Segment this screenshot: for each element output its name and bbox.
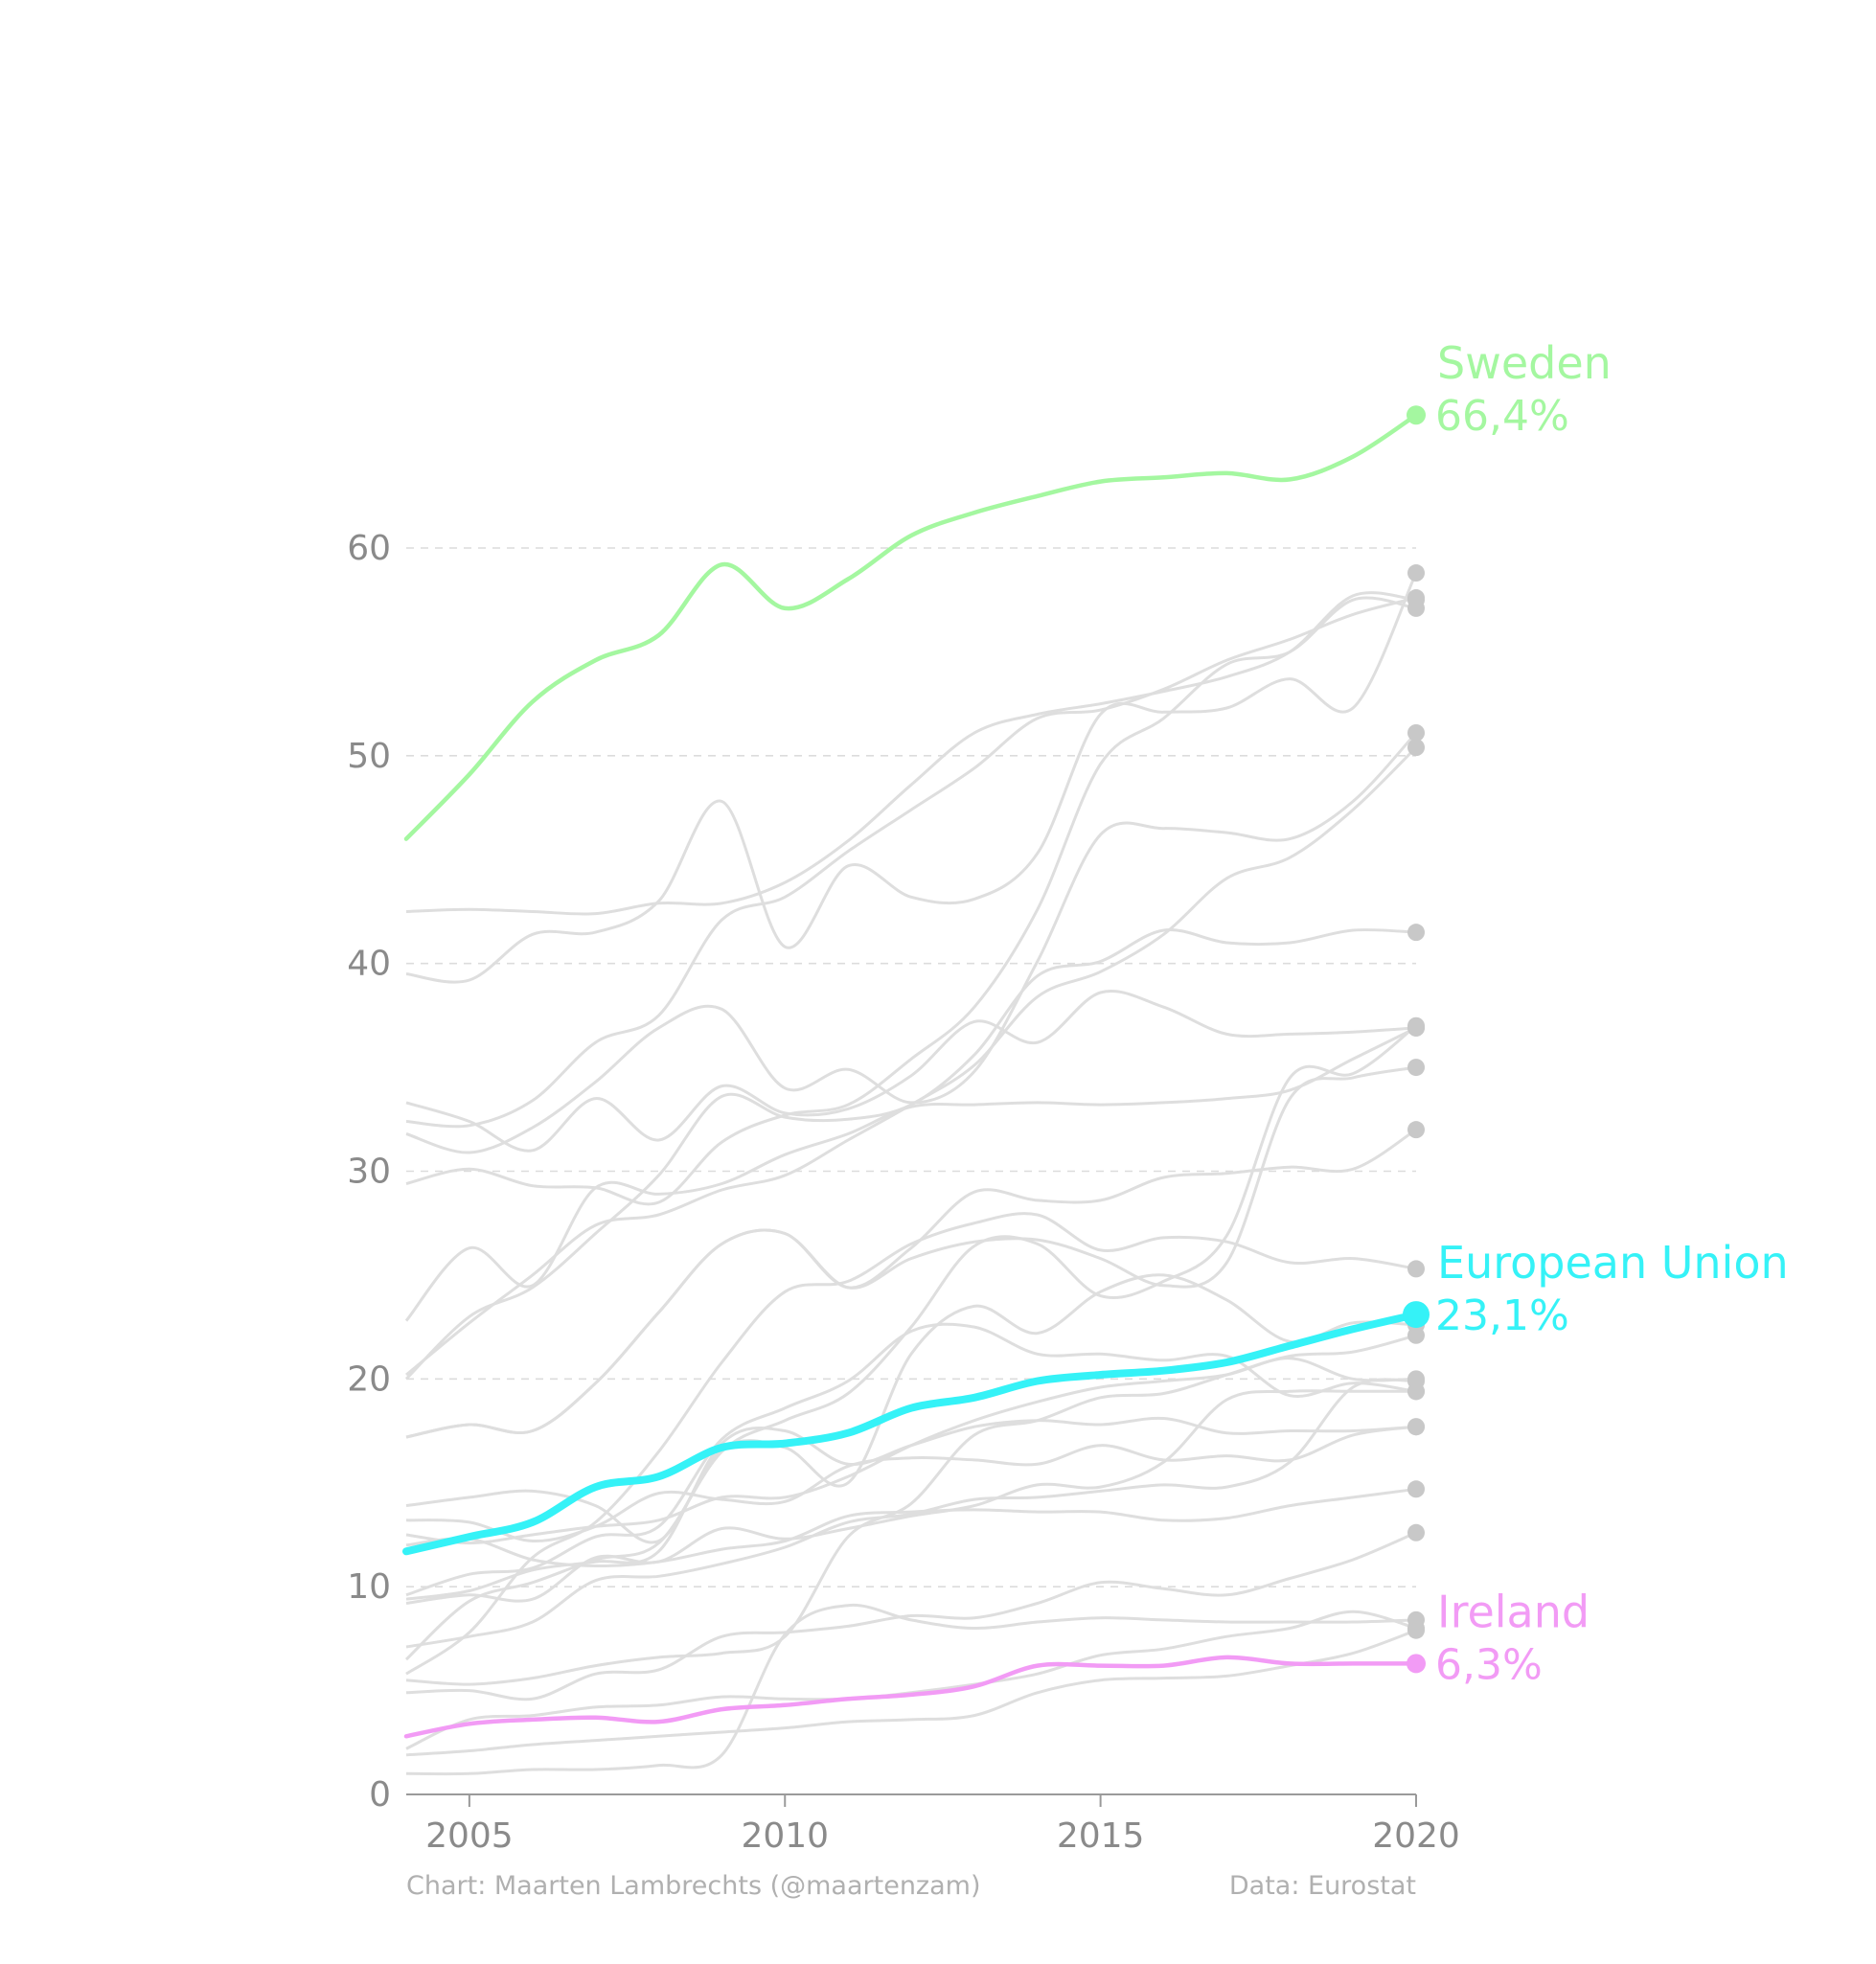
country-line	[405, 1425, 1417, 1543]
country-line	[405, 1273, 1417, 1544]
country-line	[405, 572, 1418, 984]
country-line	[405, 1629, 1417, 1757]
ireland-line	[403, 1655, 1419, 1739]
ireland-value-label: 6,3%	[1435, 1640, 1543, 1689]
country-line	[405, 990, 1417, 1153]
country-line	[405, 596, 1417, 1206]
y-tick-label: 20	[347, 1359, 391, 1399]
country-end-dot	[1407, 1326, 1425, 1344]
y-axis-ticks: 0 10 20 30 40 50 60	[347, 529, 391, 1815]
country-line	[405, 1065, 1417, 1439]
european-union-label: European Union	[1437, 1237, 1789, 1289]
country-end-dot	[1407, 1121, 1425, 1139]
country-line	[405, 731, 1418, 1154]
country-end-dot	[1407, 1260, 1425, 1278]
country-line	[405, 1212, 1417, 1676]
sweden-label: Sweden	[1437, 337, 1612, 389]
y-tick-label: 30	[347, 1153, 391, 1192]
ireland-label: Ireland	[1437, 1586, 1590, 1637]
european-union-value-label: 23,1%	[1435, 1291, 1569, 1340]
country-end-dot	[1407, 1059, 1425, 1077]
country-line	[405, 1416, 1417, 1601]
country-line	[405, 1603, 1417, 1776]
y-tick-label: 40	[347, 945, 391, 984]
country-end-dot	[1407, 1523, 1425, 1542]
highlighted-series-end-dots	[1403, 405, 1430, 1674]
y-tick-label: 60	[347, 529, 391, 568]
data-source-credit: Data: Eurostat	[1229, 1871, 1416, 1901]
sweden-line	[403, 412, 1419, 841]
sweden-end-dot	[1407, 405, 1426, 425]
country-line	[404, 928, 1417, 1381]
x-axis: 2005 2010 2015 2020	[406, 1793, 1460, 1856]
grid-lines	[406, 547, 1416, 1587]
x-tick-label: 2015	[1057, 1816, 1145, 1856]
country-line	[405, 596, 1417, 1129]
country-line	[405, 1378, 1417, 1649]
european-union-line	[402, 1311, 1420, 1556]
y-tick-label: 50	[347, 737, 391, 776]
country-end-dot	[1407, 924, 1425, 942]
chart-credit: Chart: Maarten Lambrechts (@maartenzam)	[406, 1871, 980, 1901]
highlighted-series-lines	[402, 412, 1420, 1739]
x-tick-label: 2020	[1372, 1816, 1460, 1856]
background-series-lines	[404, 572, 1418, 1776]
y-tick-label: 0	[369, 1775, 391, 1815]
country-end-dot	[1407, 723, 1425, 742]
ireland-end-dot	[1407, 1654, 1426, 1674]
x-tick-label: 2005	[425, 1816, 514, 1856]
country-end-dot	[1407, 1480, 1425, 1498]
european-union-end-dot	[1403, 1301, 1430, 1329]
sweden-value-label: 66,4%	[1435, 392, 1569, 441]
country-line	[405, 1487, 1417, 1568]
country-end-dot	[1407, 1016, 1425, 1035]
country-line	[405, 1389, 1416, 1605]
country-end-dot	[1407, 1619, 1425, 1637]
y-tick-label: 10	[347, 1567, 391, 1607]
x-tick-label: 2010	[741, 1816, 829, 1856]
country-end-dot	[1407, 1382, 1425, 1401]
country-end-dot	[1407, 739, 1425, 757]
country-end-dot	[1407, 591, 1425, 609]
country-line	[405, 1322, 1417, 1597]
country-line	[405, 746, 1418, 1377]
country-line	[404, 1026, 1417, 1322]
country-end-dot	[1407, 1418, 1425, 1436]
country-end-dot	[1407, 564, 1425, 582]
country-line	[405, 1610, 1417, 1750]
country-line	[405, 1531, 1417, 1701]
background-series-end-dots	[1407, 564, 1425, 1639]
country-line	[405, 591, 1417, 916]
